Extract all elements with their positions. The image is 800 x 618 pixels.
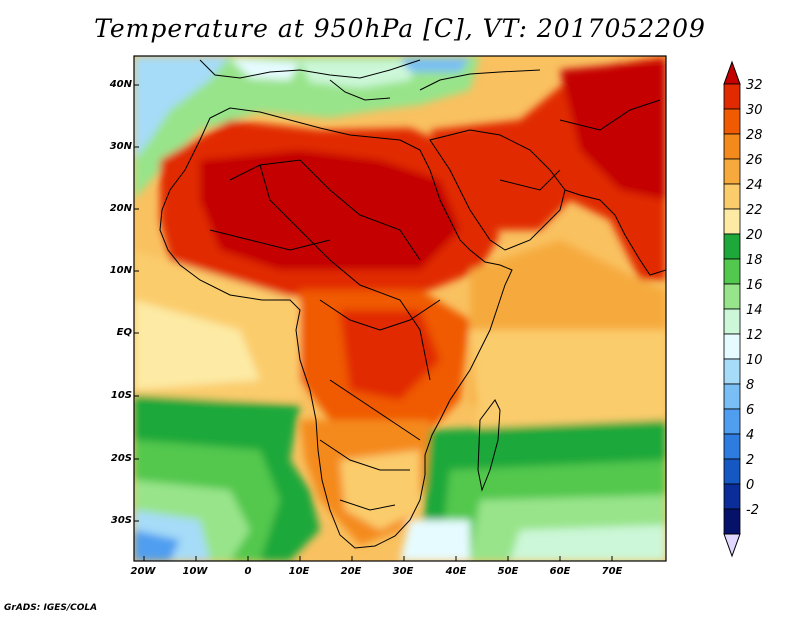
colorbar-label-24: 24 bbox=[746, 178, 763, 193]
colorbar-label-18: 18 bbox=[746, 253, 763, 268]
colorbar-label-32: 32 bbox=[746, 78, 763, 93]
colorbar-label-8: 8 bbox=[746, 378, 755, 393]
colorbar-label-30: 30 bbox=[746, 103, 763, 118]
colorbar-segment bbox=[723, 158, 741, 185]
colorbar-segment bbox=[723, 333, 741, 360]
credit-text: GrADS: IGES/COLA bbox=[4, 603, 98, 613]
lat-label-30n: 30N bbox=[109, 141, 132, 152]
colorbar-segment bbox=[723, 108, 741, 135]
lon-label-0: 0 bbox=[244, 566, 252, 577]
colorbar-label-2: 2 bbox=[746, 453, 755, 468]
colorbar-label-10: 10 bbox=[746, 353, 763, 368]
lon-label-60e: 60E bbox=[549, 566, 571, 577]
colorbar-label-28: 28 bbox=[746, 128, 763, 143]
colorbar-label-4: 4 bbox=[746, 428, 755, 443]
chart-title: Temperature at 950hPa [C], VT: 201705220… bbox=[94, 14, 706, 43]
lat-label-10n: 10N bbox=[109, 265, 132, 276]
lat-label-10s: 10S bbox=[110, 390, 132, 401]
lon-label-30e: 30E bbox=[392, 566, 414, 577]
lat-label-20s: 20S bbox=[110, 453, 132, 464]
colorbar-label-14: 14 bbox=[746, 303, 763, 318]
coastline-borders bbox=[159, 59, 666, 549]
colorbar-label-16: 16 bbox=[746, 278, 763, 293]
colorbar-label-6: 6 bbox=[746, 403, 755, 418]
colorbar-segment bbox=[723, 508, 741, 535]
colorbar-label-26: 26 bbox=[746, 153, 763, 168]
axis-ticks bbox=[134, 84, 613, 561]
colorbar bbox=[723, 60, 741, 558]
colorbar-segment bbox=[723, 233, 741, 260]
temperature-field bbox=[134, 56, 666, 561]
colorbar-label-0: 0 bbox=[746, 478, 755, 493]
lon-label-50e: 50E bbox=[497, 566, 519, 577]
colorbar-segment bbox=[723, 383, 741, 410]
lon-label-10e: 10E bbox=[288, 566, 310, 577]
lat-label-30s: 30S bbox=[110, 515, 132, 526]
colorbar-segment bbox=[723, 358, 741, 385]
colorbar-label-neg2: -2 bbox=[746, 503, 759, 518]
colorbar-segment bbox=[723, 83, 741, 110]
colorbar-segment bbox=[723, 283, 741, 310]
colorbar-segment bbox=[723, 208, 741, 235]
lat-label-eq: EQ bbox=[116, 327, 132, 338]
colorbar-segment bbox=[723, 133, 741, 160]
lon-label-20w: 20W bbox=[130, 566, 156, 577]
colorbar-top-arrow bbox=[723, 60, 741, 85]
colorbar-segment bbox=[723, 458, 741, 485]
colorbar-segment bbox=[723, 433, 741, 460]
lat-label-20n: 20N bbox=[109, 203, 132, 214]
lon-label-20e: 20E bbox=[340, 566, 362, 577]
colorbar-segment bbox=[723, 308, 741, 335]
lon-label-70e: 70E bbox=[601, 566, 623, 577]
colorbar-segment bbox=[723, 408, 741, 435]
colorbar-segment bbox=[723, 483, 741, 510]
lat-label-40n: 40N bbox=[109, 79, 132, 90]
colorbar-segment bbox=[723, 183, 741, 210]
colorbar-bottom-arrow bbox=[723, 533, 741, 558]
lon-label-40e: 40E bbox=[445, 566, 467, 577]
colorbar-segment bbox=[723, 258, 741, 285]
lon-label-10w: 10W bbox=[182, 566, 208, 577]
map-border bbox=[133, 55, 667, 562]
colorbar-label-20: 20 bbox=[746, 228, 763, 243]
colorbar-label-12: 12 bbox=[746, 328, 763, 343]
colorbar-label-22: 22 bbox=[746, 203, 763, 218]
